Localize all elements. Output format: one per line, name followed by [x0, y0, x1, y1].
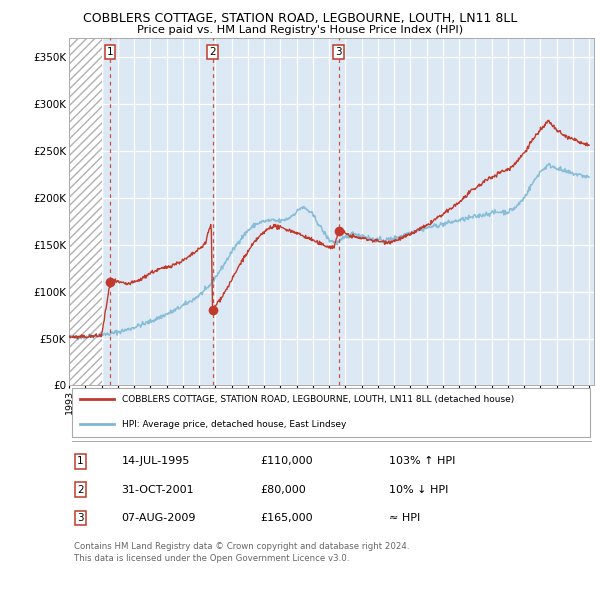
Text: 07-AUG-2009: 07-AUG-2009 — [121, 513, 196, 523]
Text: 2: 2 — [77, 484, 84, 494]
Text: 103% ↑ HPI: 103% ↑ HPI — [389, 456, 455, 466]
Text: £165,000: £165,000 — [260, 513, 313, 523]
Text: £80,000: £80,000 — [260, 484, 307, 494]
Text: HPI: Average price, detached house, East Lindsey: HPI: Average price, detached house, East… — [121, 419, 346, 428]
Text: Price paid vs. HM Land Registry's House Price Index (HPI): Price paid vs. HM Land Registry's House … — [137, 25, 463, 35]
Text: ≈ HPI: ≈ HPI — [389, 513, 421, 523]
Text: £110,000: £110,000 — [260, 456, 313, 466]
Polygon shape — [69, 38, 101, 385]
Text: 3: 3 — [335, 47, 342, 57]
FancyBboxPatch shape — [71, 388, 590, 437]
Text: 1: 1 — [77, 456, 84, 466]
Text: 2: 2 — [209, 47, 216, 57]
Text: 3: 3 — [77, 513, 84, 523]
Text: COBBLERS COTTAGE, STATION ROAD, LEGBOURNE, LOUTH, LN11 8LL: COBBLERS COTTAGE, STATION ROAD, LEGBOURN… — [83, 12, 517, 25]
Text: 14-JUL-1995: 14-JUL-1995 — [121, 456, 190, 466]
Text: COBBLERS COTTAGE, STATION ROAD, LEGBOURNE, LOUTH, LN11 8LL (detached house): COBBLERS COTTAGE, STATION ROAD, LEGBOURN… — [121, 395, 514, 404]
Text: Contains HM Land Registry data © Crown copyright and database right 2024.
This d: Contains HM Land Registry data © Crown c… — [74, 542, 410, 563]
Text: 31-OCT-2001: 31-OCT-2001 — [121, 484, 194, 494]
Text: 1: 1 — [107, 47, 113, 57]
Text: 10% ↓ HPI: 10% ↓ HPI — [389, 484, 449, 494]
